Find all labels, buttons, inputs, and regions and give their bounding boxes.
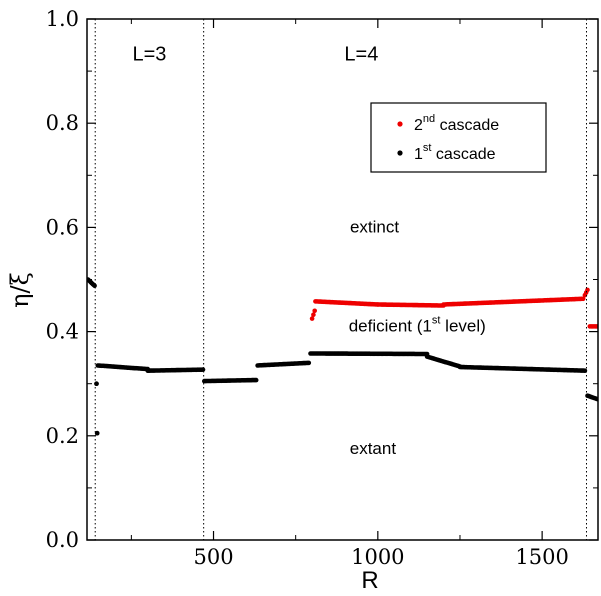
x-tick-label: 1000 (351, 545, 404, 569)
x-axis-title: R (361, 567, 378, 594)
data-point (306, 360, 312, 366)
region-label: extinct (350, 218, 399, 237)
data-point (253, 377, 259, 383)
x-tick-label: 1500 (515, 545, 568, 569)
data-point (580, 296, 586, 302)
y-tick-label: 0.4 (46, 320, 79, 344)
data-point (92, 283, 97, 289)
series-1 (309, 287, 598, 329)
data-point (200, 367, 206, 372)
y-tick-label: 0.6 (46, 215, 79, 239)
data-point (311, 312, 316, 318)
y-tick-label: 0.8 (46, 111, 79, 135)
legend-marker (397, 121, 403, 127)
legend: 2nd cascade 1st cascade (370, 102, 547, 173)
section-label: L=4 (344, 44, 378, 66)
data-point (94, 430, 100, 436)
y-axis-title: η/ξ (6, 272, 34, 308)
y-tick-label: 0.2 (46, 424, 79, 448)
section-label: L=3 (132, 44, 166, 66)
y-tick-label: 0.0 (46, 528, 79, 552)
legend-entry: 1st cascade (414, 142, 496, 163)
data-point (312, 308, 318, 314)
data-point (94, 381, 99, 387)
plot-marks (87, 277, 598, 436)
region-label: deficient (1st level) (349, 315, 486, 336)
series-2 (87, 277, 598, 436)
plot-frame (86, 18, 599, 541)
data-point (585, 287, 590, 293)
y-tick-label: 1.0 (46, 7, 79, 31)
section-boundaries (94, 19, 587, 540)
legend-box (370, 102, 547, 173)
data-point (309, 316, 315, 321)
x-tick-label: 500 (193, 545, 233, 569)
axes: 500 1000 1500 0.0 0.2 0.4 0.6 0.8 1.0 (46, 7, 599, 569)
annotations: L=3 L=4 extinct deficient (1st level) extant (132, 44, 485, 458)
legend-marker (397, 150, 403, 156)
region-label: extant (350, 439, 397, 458)
legend-entry: 2nd cascade (414, 113, 499, 134)
